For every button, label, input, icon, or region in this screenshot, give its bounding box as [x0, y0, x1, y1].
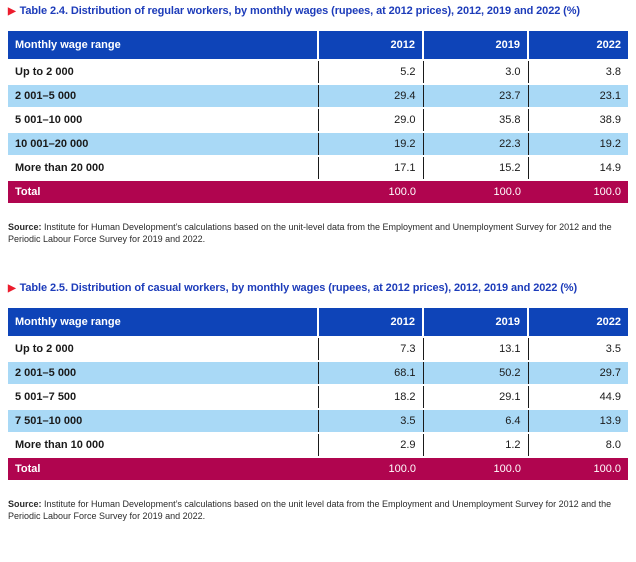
- value-cell: 68.1: [317, 361, 423, 386]
- wage-range-cell: More than 20 000: [8, 156, 318, 181]
- column-header-2012: 2012: [317, 308, 423, 338]
- value-cell: 15.2: [422, 156, 528, 181]
- wage-range-cell: 2 001–5 000: [8, 361, 318, 386]
- table-row: 10 001–20 000 19.2 22.3 19.2: [8, 132, 628, 157]
- value-cell: 50.2: [422, 361, 528, 386]
- value-cell: 2.9: [317, 433, 423, 458]
- table-title-text: Table 2.5. Distribution of casual worker…: [19, 282, 578, 294]
- value-cell: 17.1: [317, 156, 423, 181]
- total-label-cell: Total: [8, 180, 318, 205]
- value-cell: 8.0: [527, 433, 628, 458]
- value-cell: 1.2: [422, 433, 528, 458]
- value-cell: 23.7: [422, 84, 528, 109]
- value-cell: 44.9: [527, 385, 628, 410]
- value-cell: 19.2: [317, 132, 423, 157]
- total-value-cell: 100.0: [423, 180, 528, 205]
- value-cell: 3.5: [527, 337, 628, 362]
- total-value-cell: 100.0: [318, 180, 423, 205]
- value-cell: 29.1: [422, 385, 528, 410]
- value-cell: 29.7: [527, 361, 628, 386]
- table-row: 5 001–10 000 29.0 35.8 38.9: [8, 108, 628, 133]
- source-text: Institute for Human Development’s calcul…: [8, 499, 612, 521]
- table-row: Up to 2 000 5.2 3.0 3.8: [8, 60, 628, 85]
- value-cell: 7.3: [317, 337, 423, 362]
- table-row: 7 501–10 000 3.5 6.4 13.9: [8, 409, 628, 434]
- source-label: Source:: [8, 222, 42, 232]
- table-row: More than 20 000 17.1 15.2 14.9: [8, 156, 628, 181]
- value-cell: 22.3: [422, 132, 528, 157]
- value-cell: 29.0: [317, 108, 423, 133]
- table-2-5-section: ▶ Table 2.5. Distribution of casual worke…: [8, 281, 628, 522]
- total-value-cell: 100.0: [318, 457, 423, 482]
- wage-range-cell: 5 001–7 500: [8, 385, 318, 410]
- value-cell: 23.1: [527, 84, 628, 109]
- total-row: Total 100.0 100.0 100.0: [8, 457, 628, 482]
- source-note: Source: Institute for Human Development’…: [8, 499, 628, 522]
- value-cell: 29.4: [317, 84, 423, 109]
- value-cell: 6.4: [422, 409, 528, 434]
- source-note: Source: Institute for Human Development’…: [8, 222, 628, 245]
- source-label: Source:: [8, 499, 42, 509]
- table-2-4-section: ▶ Table 2.4. Distribution of regular work…: [8, 4, 628, 245]
- value-cell: 35.8: [422, 108, 528, 133]
- value-cell: 3.5: [317, 409, 423, 434]
- table-title-text: Table 2.4. Distribution of regular worke…: [19, 5, 581, 17]
- table-row: 5 001–7 500 18.2 29.1 44.9: [8, 385, 628, 410]
- total-value-cell: 100.0: [423, 457, 528, 482]
- column-header-2019: 2019: [422, 308, 528, 338]
- value-cell: 3.8: [527, 60, 628, 85]
- triangle-bullet-icon: ▶: [8, 283, 16, 294]
- column-header-2022: 2022: [527, 308, 628, 338]
- wage-range-cell: Up to 2 000: [8, 337, 318, 362]
- table-row: 2 001–5 000 29.4 23.7 23.1: [8, 84, 628, 109]
- column-header-2022: 2022: [527, 31, 628, 61]
- table-row: Up to 2 000 7.3 13.1 3.5: [8, 337, 628, 362]
- column-header-2012: 2012: [317, 31, 423, 61]
- value-cell: 18.2: [317, 385, 423, 410]
- regular-workers-wage-table: Monthly wage range 2012 2019 2022 Up to …: [8, 31, 628, 205]
- wage-range-cell: 2 001–5 000: [8, 84, 318, 109]
- wage-range-cell: 10 001–20 000: [8, 132, 318, 157]
- table-row: 2 001–5 000 68.1 50.2 29.7: [8, 361, 628, 386]
- table-2-5-title: ▶ Table 2.5. Distribution of casual worke…: [8, 281, 628, 296]
- table-2-4-title: ▶ Table 2.4. Distribution of regular work…: [8, 4, 628, 19]
- triangle-bullet-icon: ▶: [8, 6, 16, 17]
- column-header-2019: 2019: [422, 31, 528, 61]
- wage-range-cell: More than 10 000: [8, 433, 318, 458]
- total-value-cell: 100.0: [528, 180, 628, 205]
- value-cell: 13.1: [422, 337, 528, 362]
- table-row: More than 10 000 2.9 1.2 8.0: [8, 433, 628, 458]
- wage-range-cell: Up to 2 000: [8, 60, 318, 85]
- total-label-cell: Total: [8, 457, 318, 482]
- value-cell: 38.9: [527, 108, 628, 133]
- header-row: Monthly wage range 2012 2019 2022: [8, 308, 628, 338]
- value-cell: 3.0: [422, 60, 528, 85]
- total-row: Total 100.0 100.0 100.0: [8, 180, 628, 205]
- total-value-cell: 100.0: [528, 457, 628, 482]
- value-cell: 19.2: [527, 132, 628, 157]
- column-header-wage-range: Monthly wage range: [8, 31, 318, 61]
- wage-range-cell: 7 501–10 000: [8, 409, 318, 434]
- casual-workers-wage-table: Monthly wage range 2012 2019 2022 Up to …: [8, 308, 628, 482]
- wage-range-cell: 5 001–10 000: [8, 108, 318, 133]
- value-cell: 14.9: [527, 156, 628, 181]
- source-text: Institute for Human Development’s calcul…: [8, 222, 612, 244]
- value-cell: 13.9: [527, 409, 628, 434]
- header-row: Monthly wage range 2012 2019 2022: [8, 31, 628, 61]
- column-header-wage-range: Monthly wage range: [8, 308, 318, 338]
- value-cell: 5.2: [317, 60, 423, 85]
